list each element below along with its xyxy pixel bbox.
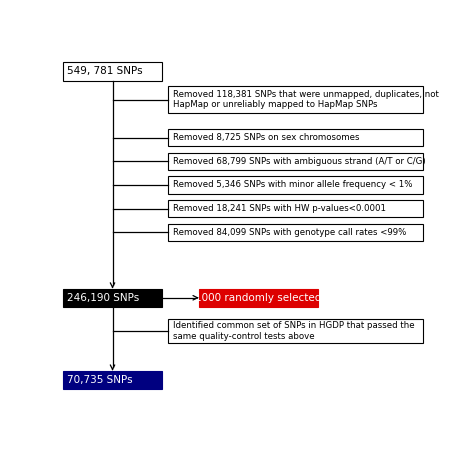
Bar [168,176,423,194]
Text: 246,190 SNPs: 246,190 SNPs [66,293,139,303]
Text: Removed 5,346 SNPs with minor allele frequency < 1%: Removed 5,346 SNPs with minor allele fre… [173,181,413,190]
Bar [63,63,162,81]
Text: Removed 18,241 SNPs with HW p-values<0.0001: Removed 18,241 SNPs with HW p-values<0.0… [173,204,386,213]
Text: Removed 84,099 SNPs with genotype call rates <99%: Removed 84,099 SNPs with genotype call r… [173,228,407,237]
Bar [168,86,423,113]
Text: Identified common set of SNPs in HGDP that passed the
same quality-control tests: Identified common set of SNPs in HGDP th… [173,321,415,341]
Text: Removed 118,381 SNPs that were unmapped, duplicates, not
HapMap or unreliably ma: Removed 118,381 SNPs that were unmapped,… [173,90,439,109]
Bar [168,200,423,218]
Text: 70,735 SNPs: 70,735 SNPs [66,375,132,385]
Bar [168,319,423,343]
Bar [168,153,423,170]
Text: 549, 781 SNPs: 549, 781 SNPs [66,66,142,76]
Bar [63,289,162,307]
Text: Removed 8,725 SNPs on sex chromosomes: Removed 8,725 SNPs on sex chromosomes [173,133,360,142]
Bar [168,224,423,241]
Text: 1000 randomly selected: 1000 randomly selected [195,293,322,303]
Bar [63,371,162,389]
Text: Removed 68,799 SNPs with ambiguous strand (A/T or C/G): Removed 68,799 SNPs with ambiguous stran… [173,157,426,166]
Bar [199,289,318,307]
Bar [168,129,423,146]
